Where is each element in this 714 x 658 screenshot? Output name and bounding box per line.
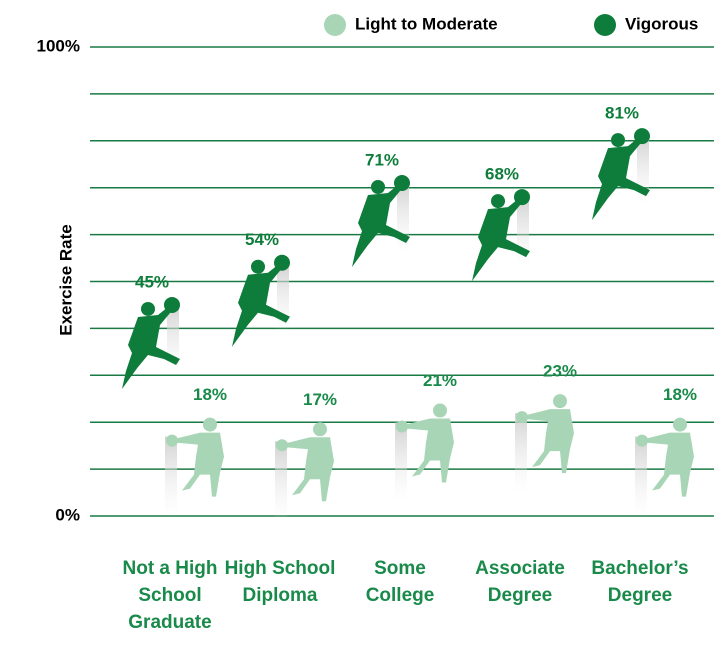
light-figure (275, 422, 334, 522)
value-label: 18% (663, 385, 697, 404)
x-tick-label: Some College (365, 558, 435, 606)
light-figure (165, 417, 224, 517)
head (203, 417, 217, 432)
shadow (395, 422, 407, 503)
x-tick-label: High School Diploma (224, 558, 336, 606)
head (313, 422, 327, 437)
value-label: 81% (605, 104, 639, 123)
legend-swatch (324, 14, 346, 36)
head (433, 403, 447, 418)
vigorous-figure (472, 189, 530, 282)
ball (166, 434, 178, 447)
vigorous-figure (232, 254, 290, 347)
legend-label: Light to Moderate (355, 14, 498, 33)
shadow (275, 441, 287, 522)
head (673, 417, 687, 432)
x-tick-label: Not a High School Graduate (122, 558, 218, 633)
value-label: 71% (365, 150, 399, 169)
vigorous-figure (592, 128, 650, 221)
head (611, 133, 625, 148)
ball (516, 411, 528, 424)
light-figure (515, 394, 574, 494)
shadow (637, 136, 649, 207)
ball (396, 420, 408, 433)
y-tick-label: 100% (37, 36, 80, 55)
body (472, 199, 530, 282)
shadow (635, 436, 647, 517)
x-tick-label: Bachelor’s Degree (591, 558, 689, 606)
body (592, 138, 650, 221)
value-label: 45% (135, 272, 169, 291)
y-axis-label: Exercise Rate (56, 224, 75, 336)
body (406, 418, 454, 483)
shadow (277, 262, 289, 333)
shadow (397, 183, 409, 254)
light-figure (635, 417, 694, 517)
shadow (517, 197, 529, 268)
light-figure (395, 403, 454, 503)
body (526, 409, 574, 474)
head (141, 301, 155, 316)
body (646, 432, 694, 497)
value-label: 21% (423, 371, 457, 390)
shadow (165, 436, 177, 517)
value-label: 68% (485, 165, 519, 184)
body (122, 306, 180, 389)
legend-swatch (594, 14, 616, 36)
head (553, 394, 567, 409)
shadow (515, 413, 527, 494)
legend-label: Vigorous (625, 14, 698, 33)
ball (636, 434, 648, 447)
head (251, 259, 265, 274)
vigorous-figure (352, 175, 410, 268)
body (286, 437, 334, 502)
body (352, 185, 410, 268)
body (232, 264, 290, 347)
ball (276, 439, 288, 452)
body (176, 432, 224, 497)
x-tick-label: Associate Degree (475, 558, 565, 606)
head (491, 194, 505, 209)
head (371, 180, 385, 195)
value-label: 54% (245, 230, 279, 249)
value-label: 17% (303, 390, 337, 409)
vigorous-figure (122, 296, 180, 389)
shadow (167, 304, 179, 375)
value-label: 23% (543, 362, 577, 381)
y-tick-label: 0% (55, 505, 80, 524)
value-label: 18% (193, 385, 227, 404)
